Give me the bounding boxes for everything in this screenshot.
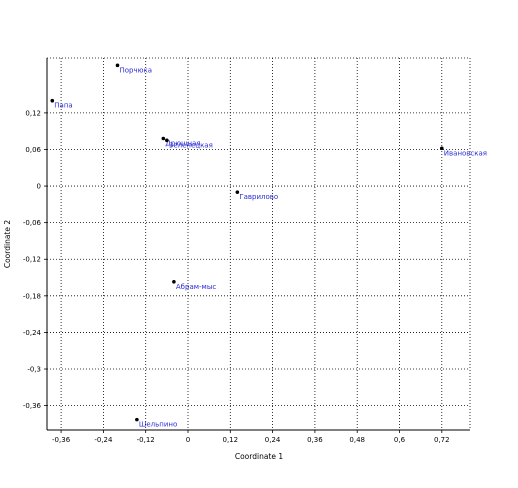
point-label: Дрюшная — [165, 139, 200, 147]
x-tick-label: 0,6 — [394, 436, 406, 444]
data-point — [440, 146, 444, 151]
grid-lines — [47, 58, 470, 430]
point-label: Абрам-мыс — [176, 283, 216, 291]
y-tick-label: 0,06 — [25, 146, 41, 154]
point-label: Шельпино — [139, 421, 177, 429]
y-axis-title: Coordinate 2 — [3, 220, 12, 268]
data-point — [135, 417, 139, 422]
x-tick-label: 0,48 — [349, 436, 365, 444]
axis-ticks: -0,36 -0,24 -0,12 0 0,12 0,24 0,36 0,48 0,6 0,72 0… — [23, 109, 450, 444]
y-tick-label: -0,24 — [23, 329, 42, 337]
y-tick-label: 0 — [37, 183, 41, 191]
x-tick-label: 0 — [186, 436, 190, 444]
point-label: Порчюка — [120, 66, 153, 74]
data-point — [161, 136, 166, 141]
y-tick-label: -0,36 — [23, 402, 42, 410]
y-tick-label: -0,06 — [23, 219, 42, 227]
point-label: Гаврилово — [239, 193, 278, 201]
x-tick-label: 0,24 — [265, 436, 281, 444]
x-tick-label: -0,24 — [94, 436, 113, 444]
x-tick-label: 0,36 — [307, 436, 323, 444]
x-axis-title: Coordinate 1 — [235, 452, 283, 461]
data-point — [172, 280, 176, 284]
point-label: Зеленецкая — [169, 141, 213, 149]
data-point — [235, 190, 240, 194]
point-label: Папа — [54, 102, 72, 110]
data-point — [50, 98, 55, 103]
x-tick-label: 0,72 — [434, 436, 450, 444]
data-point — [115, 63, 120, 68]
y-tick-label: 0,12 — [25, 109, 41, 117]
data-point — [165, 138, 169, 143]
x-tick-label: -0,12 — [137, 436, 155, 444]
y-tick-label: -0,18 — [23, 292, 41, 300]
point-label: Ивановская — [444, 149, 487, 157]
x-tick-label: -0,36 — [52, 436, 71, 444]
y-tick-label: -0,3 — [27, 366, 41, 374]
x-tick-label: 0,12 — [223, 436, 239, 444]
y-tick-label: -0,12 — [23, 256, 41, 264]
